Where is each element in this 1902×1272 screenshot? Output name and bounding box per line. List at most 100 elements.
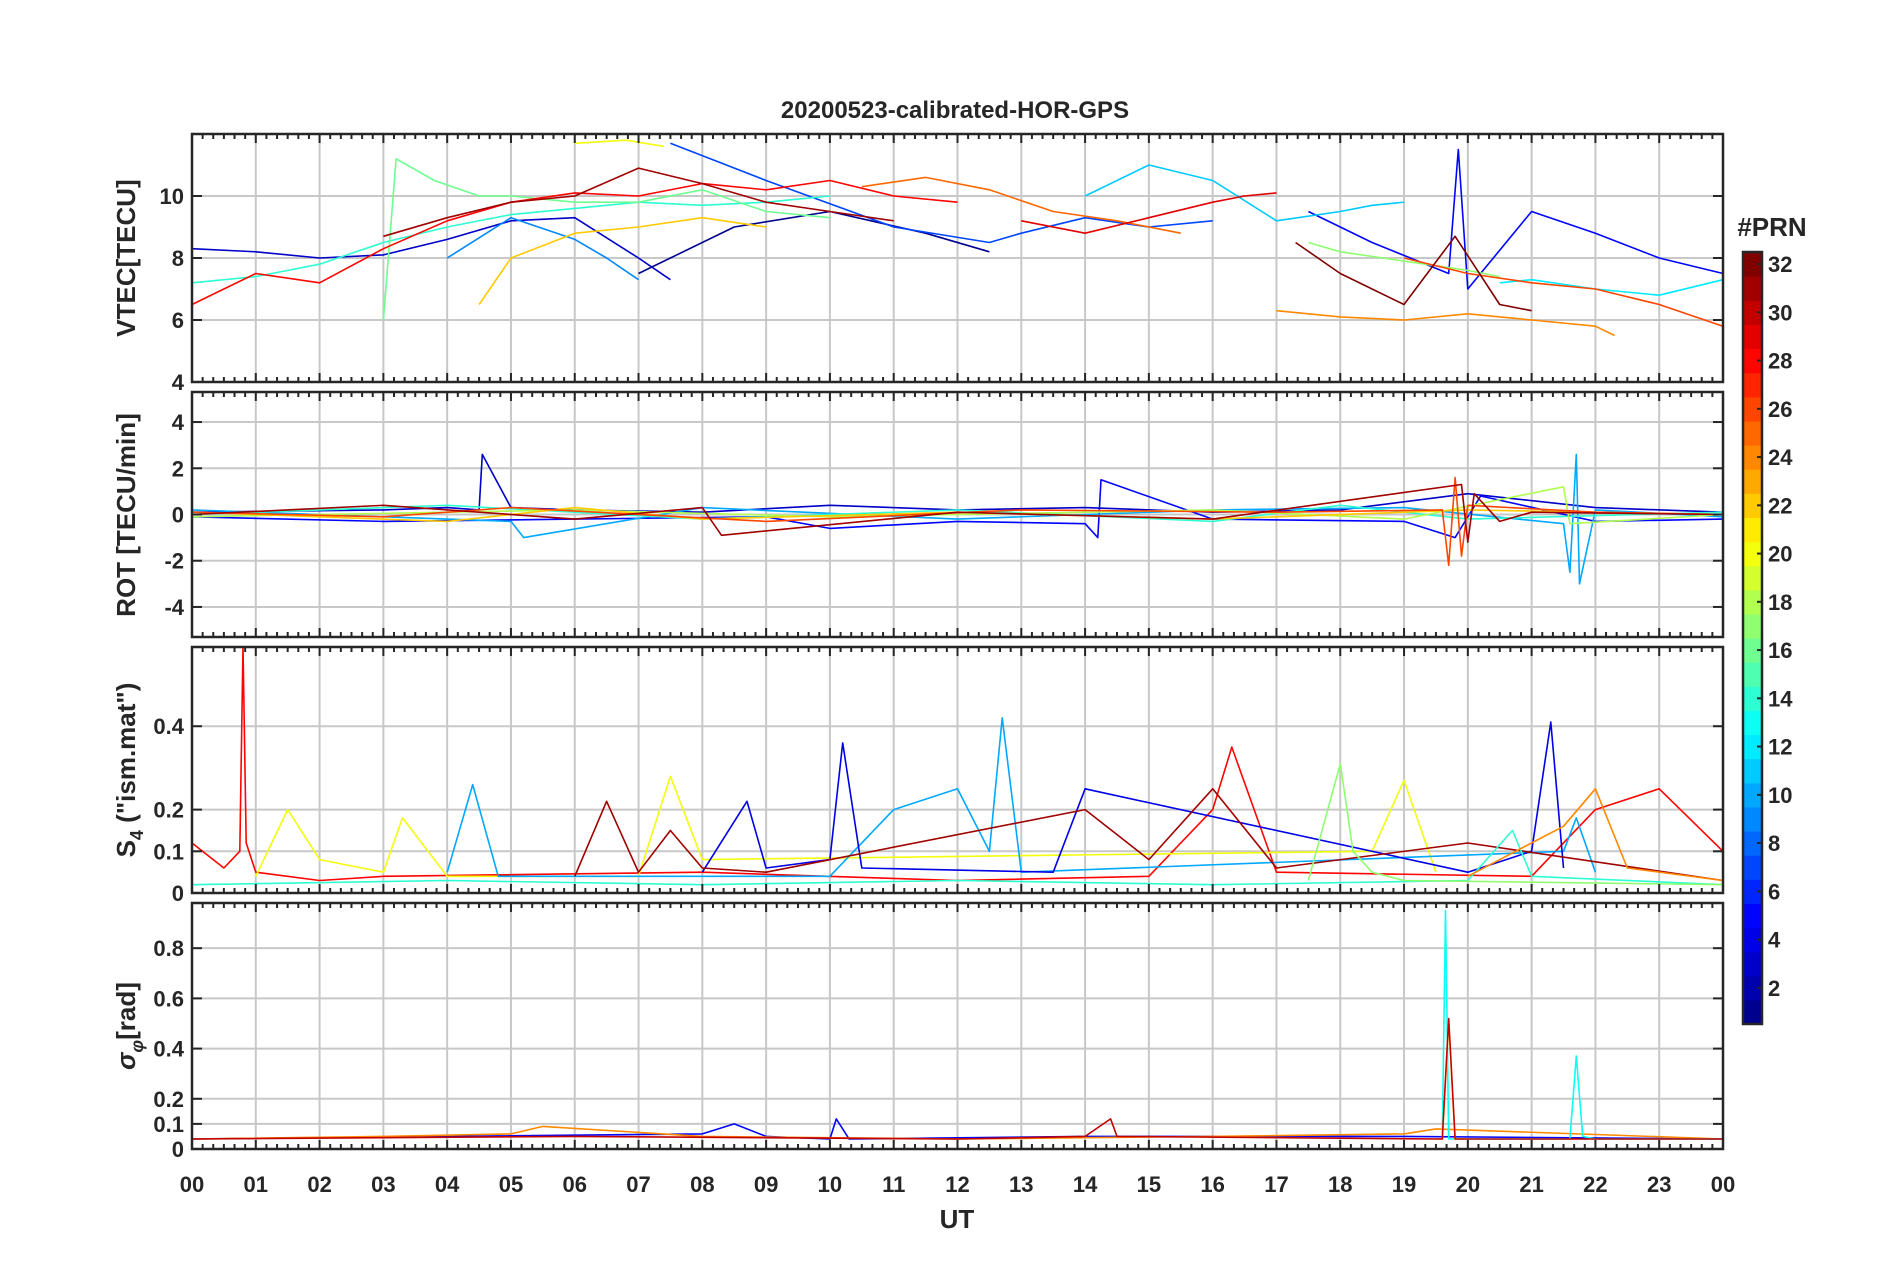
x-tick-label: 23 [1647,1172,1671,1197]
y-tick-label: 0 [172,881,184,906]
series-line-prn-14 [191,195,830,284]
colorbar-segment [1743,348,1762,374]
series-line-prn-1 [638,210,990,275]
x-tick-label: 00 [1711,1172,1735,1197]
x-tick-label: 01 [244,1172,268,1197]
sigma-phi-ylabel: σφ[rad] [111,982,147,1070]
panel-s4: 0 0.1 0.2 0.4 S4 ("ism.mat") [111,645,1725,906]
series-line-prn-26 [191,476,1724,567]
colorbar-segment [1743,638,1762,663]
colorbar-tick-label: 12 [1768,735,1792,760]
colorbar-tick-label: 16 [1768,638,1792,663]
x-axis-label: UT [940,1204,975,1234]
y-tick-label: 0.2 [153,1087,184,1112]
x-tick-label: 05 [499,1172,523,1197]
colorbar-segment [1743,734,1762,760]
series-line-prn-32 [1295,235,1532,312]
y-tick-label: 0.1 [153,1112,184,1137]
s4-ylabel: S4 ("ism.mat") [111,683,147,858]
y-tick-label: 0.4 [153,1037,184,1062]
colorbar-segment [1743,662,1762,687]
series-line-prn-24 [1467,787,1724,882]
colorbar-tick-label: 2 [1768,976,1780,1001]
series-line-prn-3 [191,216,671,281]
colorbar-segment [1743,252,1762,277]
colorbar-segment [1743,879,1762,904]
series-line-prn-31 [191,483,1724,544]
series-line-prn-20 [574,139,665,148]
colorbar-label: #PRN [1737,212,1806,242]
x-tick-label: 00 [180,1172,204,1197]
x-tick-label: 16 [1200,1172,1224,1197]
colorbar-tick-label: 26 [1768,397,1792,422]
colorbar-segment [1743,324,1762,350]
series-line-prn-7 [670,142,1213,244]
chart-title: 20200523-calibrated-HOR-GPS [781,97,1129,124]
colorbar-tick-label: 4 [1768,928,1781,953]
x-tick-label: 21 [1519,1172,1543,1197]
y-tick-label: 0.2 [153,798,184,823]
x-tick-label: 08 [690,1172,714,1197]
colorbar-segment [1743,806,1762,832]
y-tick-label: 4 [172,370,185,395]
colorbar-segment [1743,517,1762,543]
colorbar-segment [1743,420,1762,446]
series-line-prn-9 [446,216,639,281]
x-tick-label: 04 [435,1172,460,1197]
x-tick-label: 20 [1456,1172,1480,1197]
colorbar-segment [1743,565,1762,591]
series-line-prn-17 [1307,762,1724,886]
x-tick-label: 13 [1009,1172,1033,1197]
colorbar-tick-label: 24 [1768,445,1793,470]
colorbar-segment [1743,855,1762,880]
x-tick-label: 14 [1073,1172,1098,1197]
colorbar-tick-label: 8 [1768,831,1780,856]
colorbar-tick-label: 30 [1768,300,1792,325]
colorbar-tick-label: 20 [1768,542,1792,567]
x-tick-label: 03 [371,1172,395,1197]
series-line-prn-24 [1276,309,1615,337]
y-tick-label: -2 [164,549,184,574]
colorbar-segment [1743,493,1762,518]
x-tick-label: 22 [1583,1172,1607,1197]
series-line-prn-22 [191,506,1724,523]
colorbar-segment [1743,710,1762,736]
y-tick-label: 2 [172,456,184,481]
x-tick-label: 12 [945,1172,969,1197]
series-line-prn-28 [191,179,958,306]
y-tick-label: 10 [160,184,184,209]
x-tick-label: 07 [626,1172,650,1197]
colorbar-segment [1743,927,1762,953]
x-tick-label: 11 [882,1172,905,1197]
y-tick-label: 6 [172,308,184,333]
series-line-prn-16 [382,158,830,321]
x-tick-label: 06 [563,1172,587,1197]
series-line-prn-10 [191,453,1724,585]
series-line-prn-22 [478,216,767,305]
vtec-ylabel: VTEC[TECU] [111,179,141,336]
y-tick-label: -4 [164,595,184,620]
colorbar-segment [1743,686,1762,711]
colorbar-segment [1743,758,1762,784]
colorbar-tick-label: 10 [1768,783,1792,808]
x-tick-label: 17 [1264,1172,1288,1197]
colorbar-segment [1743,782,1762,808]
series-line-prn-4 [701,721,1565,874]
series-line-prn-3 [191,453,1724,514]
panel-sigma-phi: 00.10.2 0.4 0.6 0.8 σφ[rad] [111,901,1725,1162]
colorbar-segment [1743,445,1762,470]
x-tick-label: 09 [754,1172,778,1197]
series-line-prn-5 [1308,148,1724,290]
y-tick-label: 0 [172,503,184,528]
panel-rot: -4 -2 0 2 4 ROT [TECU/min] [111,390,1725,639]
colorbar-segment [1743,276,1762,301]
y-tick-label: 0.6 [153,986,184,1011]
series-line-prn-31 [574,787,1724,882]
y-tick-label: 8 [172,246,184,271]
colorbar-segment [1743,541,1762,567]
colorbar-segment [1743,396,1762,422]
colorbar-tick-label: 6 [1768,879,1780,904]
colorbar-segment [1743,975,1762,1001]
colorbar-tick-label: 18 [1768,590,1792,615]
